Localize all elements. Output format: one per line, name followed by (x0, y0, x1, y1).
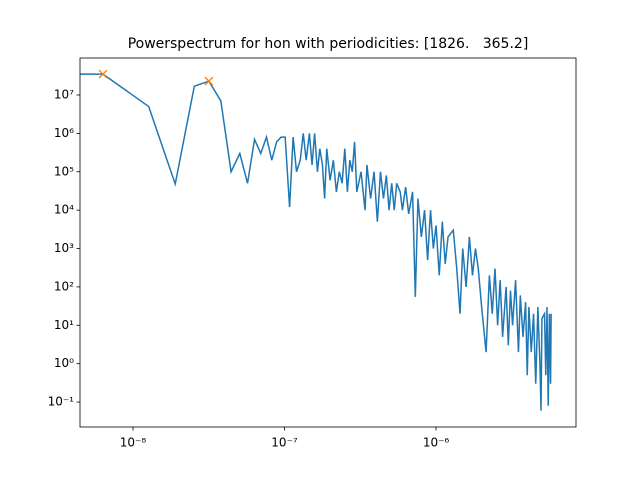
chart-title: Powerspectrum for hon with periodicities… (128, 36, 529, 52)
x-tick-label: 10⁻⁸ (120, 436, 147, 450)
y-tick-label: 10² (54, 279, 74, 293)
y-tick-label: 10³ (54, 241, 74, 255)
y-tick-label: 10⁶ (54, 126, 74, 140)
x-tick-label: 10⁻⁶ (423, 436, 450, 450)
peak-marker (204, 76, 214, 86)
y-tick-label: 10⁷ (54, 87, 74, 101)
y-tick-label: 10⁵ (54, 164, 74, 178)
peak-marker (98, 69, 108, 79)
y-tick-label: 10¹ (54, 318, 74, 332)
spectrum-line (80, 73, 552, 411)
x-tick-label: 10⁻⁷ (271, 436, 298, 450)
y-tick-label: 10⁴ (54, 203, 74, 217)
y-tick-label: 10⁰ (54, 356, 74, 370)
plot-frame (79, 57, 577, 428)
y-tick-label: 10⁻¹ (48, 395, 75, 409)
